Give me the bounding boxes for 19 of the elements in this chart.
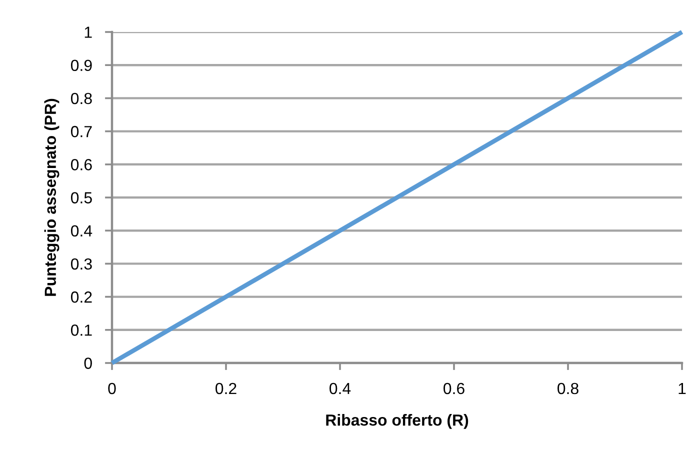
y-tick-label: 0.6 — [70, 159, 92, 170]
x-tick-label: 1 — [678, 383, 686, 394]
y-tick-label: 0.8 — [70, 92, 92, 104]
y-tick-label: 0.2 — [70, 291, 92, 303]
y-tick-label: 1 — [84, 26, 92, 38]
y-tick-label: 0 — [84, 358, 92, 369]
y-tick-label: 0.4 — [70, 225, 92, 237]
x-tick-label: 0.6 — [444, 382, 464, 394]
x-tick-label: 0.2 — [216, 382, 236, 394]
x-tick-label: 0.8 — [558, 382, 578, 394]
y-tick-label: 0.1 — [70, 324, 92, 336]
x-tick-label: 0.4 — [330, 382, 351, 394]
y-tick-label: 0.5 — [70, 192, 92, 204]
y-axis-title: Punteggio assegnato (PR) — [44, 98, 60, 296]
x-axis-title: Ribasso offerto (R) — [326, 414, 468, 429]
y-tick-label: 0.7 — [70, 126, 92, 138]
y-tick-label: 0.3 — [70, 258, 92, 270]
y-tick-label: 0.9 — [70, 60, 92, 72]
x-tick-label: 0 — [108, 382, 116, 394]
